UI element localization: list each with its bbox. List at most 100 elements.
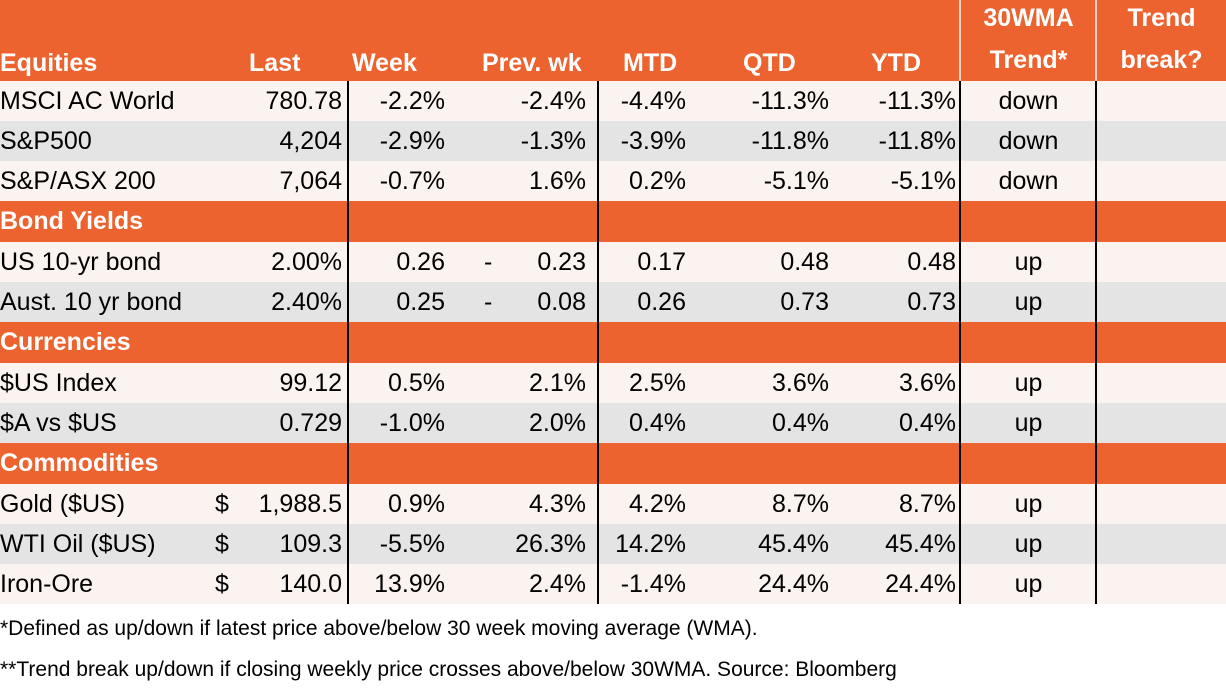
ytd-cell: 0.48	[907, 247, 956, 276]
week-cell: 13.9%	[374, 569, 445, 598]
prev-wk-cell: 0.23	[537, 247, 586, 276]
table-row: - US 10-yr bond 2.00% 0.26 0.23 0.17 0.48 0.48 u…	[0, 242, 1226, 282]
prev-wk-cell: 4.3%	[529, 489, 586, 518]
mtd-cell: 14.2%	[615, 529, 686, 558]
prev-wk-cell: 2.0%	[529, 408, 586, 437]
week-cell: -2.9%	[379, 126, 445, 155]
mtd-cell: 2.5%	[629, 368, 686, 397]
name-cell: $A vs $US	[0, 408, 117, 437]
mtd-cell: -3.9%	[620, 126, 686, 155]
trend-cell: up	[1014, 529, 1043, 558]
trend-cell: down	[998, 86, 1059, 115]
trend-cell: up	[1014, 368, 1043, 397]
last-cell: 109.3	[279, 529, 342, 558]
week-cell: -5.5%	[379, 529, 445, 558]
prev-wk-cell: -1.3%	[520, 126, 586, 155]
column-divider	[1095, 81, 1097, 604]
trend-break-header-line1: Trend	[1127, 4, 1196, 32]
equities-header: Equities	[0, 49, 98, 77]
week-cell: -0.7%	[379, 166, 445, 195]
header-divider	[1095, 0, 1097, 81]
table-row: $ WTI Oil ($US) 109.3 -5.5% 26.3% 14.2% 45.4% 4…	[0, 524, 1226, 564]
section-title: Currencies	[0, 328, 131, 356]
name-cell: $US Index	[0, 368, 117, 397]
last-cell: 780.78	[265, 86, 342, 115]
trend-break-cell	[1097, 161, 1226, 201]
trend-break-cell	[1097, 121, 1226, 161]
trend-cell: up	[1014, 408, 1043, 437]
table-row: - Aust. 10 yr bond 2.40% 0.25 0.08 0.26 0.73 0.…	[0, 282, 1226, 322]
last-header: Last	[249, 49, 301, 77]
section-title: Commodities	[0, 449, 159, 477]
trend-cell: down	[998, 166, 1059, 195]
qtd-cell: -5.1%	[763, 166, 829, 195]
table-row: MSCI AC World 780.78 -2.2% -2.4% -4.4% -11.3%…	[0, 81, 1226, 121]
last-cell: 4,204	[279, 126, 342, 155]
trend-cell: up	[1014, 489, 1043, 518]
ytd-cell: 24.4%	[885, 569, 956, 598]
prev-wk-cell: 1.6%	[529, 166, 586, 195]
trend-break-cell	[1097, 564, 1226, 604]
week-cell: 0.26	[396, 247, 445, 276]
section-header-row: Currencies	[0, 322, 1226, 363]
section-title: Bond Yields	[0, 207, 144, 235]
market-summary-table: Equities Last Week Prev. wk MTD QTD YTD …	[0, 0, 1226, 604]
name-cell: MSCI AC World	[0, 86, 175, 115]
qtd-cell: -11.8%	[751, 126, 829, 155]
prev-wk-cell: 26.3%	[515, 529, 586, 558]
table-row: S&P500 4,204 -2.9% -1.3% -3.9% -11.8% -11.8% do…	[0, 121, 1226, 161]
prev-wk-dash: -	[484, 287, 493, 316]
last-cell: 2.00%	[271, 247, 342, 276]
qtd-header: QTD	[743, 49, 796, 77]
name-cell: Aust. 10 yr bond	[0, 287, 183, 316]
column-divider	[959, 81, 961, 604]
name-cell: S&P/ASX 200	[0, 166, 156, 195]
qtd-cell: -11.3%	[751, 86, 829, 115]
ytd-cell: -5.1%	[890, 166, 956, 195]
trend-break-cell	[1097, 242, 1226, 282]
ytd-cell: -11.3%	[878, 86, 956, 115]
header-divider	[959, 0, 961, 81]
qtd-cell: 45.4%	[758, 529, 829, 558]
ytd-cell: 3.6%	[899, 368, 956, 397]
table-body: MSCI AC World 780.78 -2.2% -2.4% -4.4% -11.3%…	[0, 81, 1226, 604]
trend-break-cell	[1097, 524, 1226, 564]
mtd-cell: 0.2%	[629, 166, 686, 195]
name-cell: Gold ($US)	[0, 489, 126, 518]
week-cell: 0.9%	[388, 489, 445, 518]
trend-break-header: Trend break?	[1097, 0, 1226, 81]
last-cell: 2.40%	[271, 287, 342, 316]
currency-symbol: $	[215, 529, 229, 558]
ytd-cell: 0.4%	[899, 408, 956, 437]
trend-break-cell	[1097, 403, 1226, 443]
prev-wk-dash: -	[484, 247, 493, 276]
mtd-cell: 0.17	[637, 247, 686, 276]
trend-break-header-line2: break?	[1120, 46, 1203, 74]
last-cell: 7,064	[279, 166, 342, 195]
last-cell: 140.0	[279, 569, 342, 598]
qtd-cell: 0.73	[780, 287, 829, 316]
mtd-cell: -4.4%	[620, 86, 686, 115]
trend-break-cell	[1097, 282, 1226, 322]
name-cell: S&P500	[0, 126, 92, 155]
table-row: $ Iron-Ore 140.0 13.9% 2.4% -1.4% 24.4% 24.4% up	[0, 564, 1226, 604]
ytd-cell: 45.4%	[885, 529, 956, 558]
week-header: Week	[352, 49, 417, 77]
trend-cell: down	[998, 126, 1059, 155]
qtd-cell: 3.6%	[772, 368, 829, 397]
mtd-header: MTD	[623, 49, 678, 77]
trend-cell: up	[1014, 247, 1043, 276]
currency-symbol: $	[215, 569, 229, 598]
qtd-cell: 0.48	[780, 247, 829, 276]
mtd-cell: 0.26	[637, 287, 686, 316]
name-cell: US 10-yr bond	[0, 247, 162, 276]
ytd-cell: -11.8%	[878, 126, 956, 155]
currency-symbol: $	[215, 489, 229, 518]
column-divider	[597, 81, 599, 604]
trend-break-cell	[1097, 81, 1226, 121]
qtd-cell: 24.4%	[758, 569, 829, 598]
footnote-trend-break: **Trend break up/down if closing weekly …	[0, 658, 897, 681]
week-cell: -2.2%	[379, 86, 445, 115]
trend-header-line2: Trend*	[989, 46, 1068, 74]
prev-wk-cell: 0.08	[537, 287, 586, 316]
